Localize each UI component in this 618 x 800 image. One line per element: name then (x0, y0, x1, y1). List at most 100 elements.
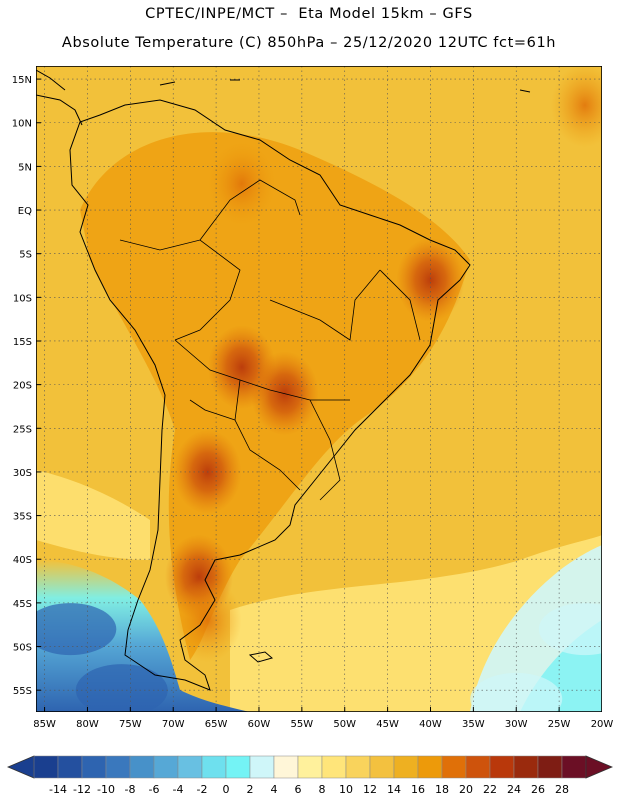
lon-label: 55W (291, 719, 314, 730)
lon-label: 85W (33, 719, 56, 730)
color-scale-label: 14 (387, 783, 401, 796)
central-america-coastline (36, 69, 83, 126)
pale-pacific-band (36, 470, 150, 560)
color-scale-box-16 (417, 755, 443, 779)
color-scale-box-13 (345, 755, 371, 779)
color-scale-label: 24 (507, 783, 521, 796)
color-scale-box-5 (153, 755, 179, 779)
color-scale-label: 18 (435, 783, 449, 796)
lat-label: 15N (12, 75, 32, 86)
color-scale-label: 6 (295, 783, 302, 796)
color-scale-box-19 (489, 755, 515, 779)
color-scale-label: 10 (339, 783, 353, 796)
temperature-spots (36, 66, 602, 712)
lon-label: 70W (162, 719, 185, 730)
color-scale-label: 0 (223, 783, 230, 796)
lon-label: 30W (505, 719, 528, 730)
lon-label: 65W (205, 719, 228, 730)
color-scale-label: -2 (197, 783, 208, 796)
caribbean-islands (159, 79, 531, 93)
color-scale-label: 20 (459, 783, 473, 796)
lat-label: 10N (12, 119, 32, 130)
color-scale-box-14 (369, 755, 395, 779)
lon-label: 75W (119, 719, 142, 730)
color-scale-label: 28 (555, 783, 569, 796)
color-scale-box-9 (249, 755, 275, 779)
color-scale-arrow-low (6, 755, 35, 779)
color-scale-box-6 (177, 755, 203, 779)
lat-label: 40S (13, 555, 32, 566)
lat-label: 15S (13, 337, 32, 348)
title-line-2: Absolute Temperature (C) 850hPa – 25/12/… (61, 35, 557, 51)
color-scale-label: -14 (49, 783, 67, 796)
hot-spot-7 (173, 578, 242, 663)
color-scale-box-0 (33, 755, 59, 779)
lat-label: 20S (13, 381, 32, 392)
hot-spot-1 (207, 141, 276, 226)
lat-label: 5N (18, 162, 32, 173)
coastlines (36, 69, 531, 691)
color-scale-label: -8 (125, 783, 136, 796)
falkland-islands (248, 651, 274, 663)
color-scale-box-8 (225, 755, 251, 779)
latitude-labels: 15N 10N 5N EQ 5S 10S 15S 20S 25S 30S 35S 40S 45S 50S 5… (12, 75, 32, 697)
color-scale-box-17 (441, 755, 467, 779)
cold-spot-1 (75, 664, 168, 712)
title-line-1: CPTEC/INPE/MCT – Eta Model 15km – GFS (145, 6, 473, 22)
color-scale-box-15 (393, 755, 419, 779)
lon-label: 50W (333, 719, 356, 730)
color-scale-box-3 (105, 755, 131, 779)
color-scale-label: -12 (73, 783, 91, 796)
color-scale-box-7 (201, 755, 227, 779)
lat-label: 45S (13, 599, 32, 610)
color-scale-box-2 (81, 755, 107, 779)
lon-label: 60W (248, 719, 271, 730)
longitude-labels: 85W 80W 75W 70W 65W 60W 55W 50W 45W 40W 35W 30W 25W 2… (33, 719, 613, 730)
color-scale-box-22 (561, 755, 587, 779)
color-scale-box-4 (129, 755, 155, 779)
color-scale-label: 22 (483, 783, 497, 796)
color-scale-label: -10 (97, 783, 115, 796)
color-scale-label: 26 (531, 783, 545, 796)
color-scale-box-12 (321, 755, 347, 779)
color-scale-box-10 (273, 755, 299, 779)
color-scale-box-11 (297, 755, 323, 779)
lat-label: 50S (13, 643, 32, 654)
color-scale-label: -4 (173, 783, 184, 796)
lon-label: 80W (76, 719, 99, 730)
lon-label: 40W (419, 719, 442, 730)
color-scale-label: 12 (363, 783, 377, 796)
color-scale-boxes (6, 755, 614, 779)
hot-spot-2 (396, 237, 465, 322)
color-scale-label: 2 (247, 783, 254, 796)
cold-spot-3 (538, 603, 602, 656)
lon-label: 35W (462, 719, 485, 730)
color-scale-box-18 (465, 755, 491, 779)
country-borders (119, 179, 421, 501)
color-scale-label: 16 (411, 783, 425, 796)
lon-label: 25W (548, 719, 571, 730)
lat-label: 35S (13, 512, 32, 523)
lat-label: 30S (13, 468, 32, 479)
cold-spot-0 (36, 603, 117, 656)
lon-label: 45W (376, 719, 399, 730)
south-america-coastline (69, 99, 471, 691)
color-scale-box-21 (537, 755, 563, 779)
lat-label: 55S (13, 686, 32, 697)
color-scale-box-1 (57, 755, 83, 779)
hot-spot-0 (550, 66, 602, 148)
field-layer (36, 66, 602, 712)
lat-label: 25S (13, 424, 32, 435)
lat-lon-grid (36, 66, 602, 712)
color-scale-arrow-high (585, 755, 614, 779)
color-scale-label: 4 (271, 783, 278, 796)
lat-label: EQ (18, 206, 32, 217)
lon-label: 20W (591, 719, 614, 730)
color-scale-box-20 (513, 755, 539, 779)
lat-label: 10S (13, 293, 32, 304)
color-scale-label: 8 (319, 783, 326, 796)
lat-label: 5S (19, 250, 32, 261)
color-scale-label: -6 (149, 783, 160, 796)
